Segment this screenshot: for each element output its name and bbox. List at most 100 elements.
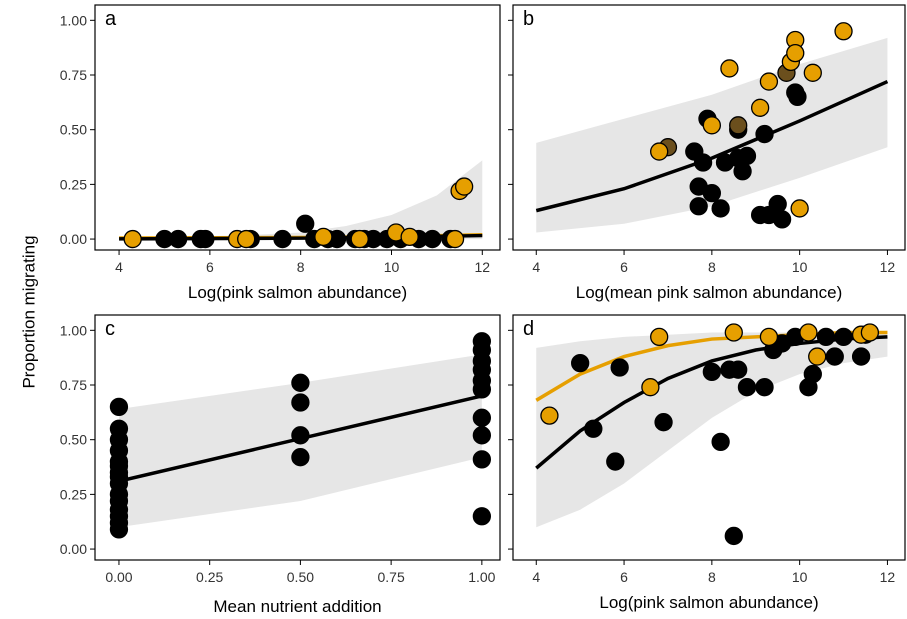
data-point bbox=[350, 229, 369, 249]
data-point bbox=[196, 229, 215, 249]
data-point bbox=[720, 59, 739, 78]
data-point bbox=[472, 450, 492, 469]
data-point bbox=[454, 177, 474, 196]
data-point bbox=[291, 448, 310, 467]
data-point bbox=[472, 408, 492, 427]
x-tick-label: 6 bbox=[206, 259, 214, 275]
data-point bbox=[650, 142, 669, 161]
y-tick-label: 0.25 bbox=[60, 176, 87, 192]
x-tick-label: 0.50 bbox=[287, 569, 314, 585]
y-tick-label: 1.00 bbox=[60, 12, 87, 28]
data-point bbox=[472, 380, 492, 399]
data-point bbox=[291, 393, 310, 412]
data-point bbox=[472, 507, 492, 526]
x-axis-label: Log(pink salmon abundance) bbox=[599, 593, 818, 612]
data-point bbox=[702, 362, 722, 382]
panel-border bbox=[94, 314, 501, 561]
y-tick-label: 0.75 bbox=[60, 377, 87, 393]
y-tick-label: 0.25 bbox=[60, 486, 87, 502]
data-point bbox=[109, 397, 129, 417]
data-point bbox=[314, 227, 333, 247]
x-tick-label: 10 bbox=[384, 259, 400, 275]
data-point bbox=[834, 22, 853, 41]
data-point bbox=[237, 229, 256, 249]
data-point bbox=[650, 327, 669, 347]
data-point bbox=[724, 526, 743, 546]
panel-label: d bbox=[523, 318, 534, 340]
y-tick-label: 0.50 bbox=[60, 122, 87, 138]
panel: b 4 6 8 10 12 Log(mean pink salmon abundance) bbox=[508, 4, 906, 302]
x-tick-label: 4 bbox=[532, 569, 540, 585]
confidence-band bbox=[119, 160, 483, 240]
data-point bbox=[729, 360, 748, 379]
panel-border bbox=[94, 4, 501, 251]
data-point bbox=[772, 210, 792, 229]
data-point bbox=[400, 227, 419, 247]
data-point bbox=[702, 183, 722, 203]
x-tick-label: 8 bbox=[708, 569, 716, 585]
data-point bbox=[610, 358, 629, 377]
data-point bbox=[786, 43, 805, 63]
x-tick-label: 12 bbox=[475, 259, 491, 275]
data-point bbox=[123, 229, 142, 249]
panel: c 0.00 0.25 0.50 0.75 1.00 0.00 0.25 0.50 0.75 1.0… bbox=[60, 314, 501, 616]
data-point bbox=[808, 347, 827, 366]
x-axis-label: Log(pink salmon abundance) bbox=[188, 283, 407, 302]
data-point bbox=[755, 124, 774, 144]
data-point bbox=[168, 229, 188, 249]
data-point bbox=[702, 116, 722, 135]
x-tick-label: 10 bbox=[792, 259, 808, 275]
panel: d 4 6 8 10 12 Log(pink salmon abundance) bbox=[508, 314, 906, 612]
x-tick-label: 10 bbox=[792, 569, 808, 585]
data-point bbox=[689, 197, 708, 216]
data-point bbox=[291, 426, 310, 445]
x-tick-label: 12 bbox=[880, 259, 896, 275]
data-point bbox=[834, 327, 853, 347]
data-point bbox=[851, 347, 871, 366]
data-point bbox=[654, 413, 673, 432]
x-tick-label: 8 bbox=[708, 259, 716, 275]
data-point bbox=[711, 432, 730, 452]
data-point bbox=[803, 364, 822, 384]
data-point bbox=[750, 98, 770, 117]
plot-area bbox=[535, 37, 889, 233]
y-tick-label: 1.00 bbox=[60, 322, 87, 338]
data-point bbox=[693, 153, 713, 172]
x-tick-label: 8 bbox=[297, 259, 305, 275]
data-point bbox=[296, 214, 315, 233]
x-tick-label: 0.25 bbox=[196, 569, 223, 585]
data-point bbox=[109, 520, 129, 539]
data-point bbox=[737, 378, 757, 397]
data-point bbox=[860, 323, 880, 342]
data-point bbox=[755, 378, 774, 397]
panel-border bbox=[512, 314, 906, 561]
data-point bbox=[711, 199, 730, 218]
data-point bbox=[291, 373, 310, 392]
data-point bbox=[803, 63, 822, 82]
data-point bbox=[768, 194, 787, 214]
x-tick-label: 4 bbox=[532, 259, 540, 275]
data-point bbox=[729, 116, 748, 135]
y-tick-label: 0.00 bbox=[60, 231, 87, 247]
confidence-band bbox=[536, 37, 888, 233]
x-tick-label: 1.00 bbox=[468, 569, 495, 585]
data-point bbox=[737, 146, 757, 166]
data-point bbox=[273, 229, 292, 249]
x-tick-label: 6 bbox=[620, 569, 628, 585]
panel-border bbox=[512, 4, 906, 251]
data-point bbox=[733, 162, 752, 181]
x-axis-label: Log(mean pink salmon abundance) bbox=[576, 283, 843, 302]
data-point bbox=[825, 347, 844, 366]
data-point bbox=[788, 87, 807, 107]
x-tick-label: 12 bbox=[880, 569, 896, 585]
data-point bbox=[759, 327, 779, 347]
data-point bbox=[759, 72, 779, 91]
data-point bbox=[472, 426, 492, 445]
data-point bbox=[641, 378, 660, 397]
y-tick-label: 0.00 bbox=[60, 541, 87, 557]
y-tick-label: 0.75 bbox=[60, 67, 87, 83]
panel: a 4 6 8 10 12 0.00 0.25 0.50 0.75 1.00 Log(pink sal… bbox=[60, 4, 501, 302]
data-point bbox=[816, 327, 836, 347]
data-point bbox=[606, 452, 625, 471]
